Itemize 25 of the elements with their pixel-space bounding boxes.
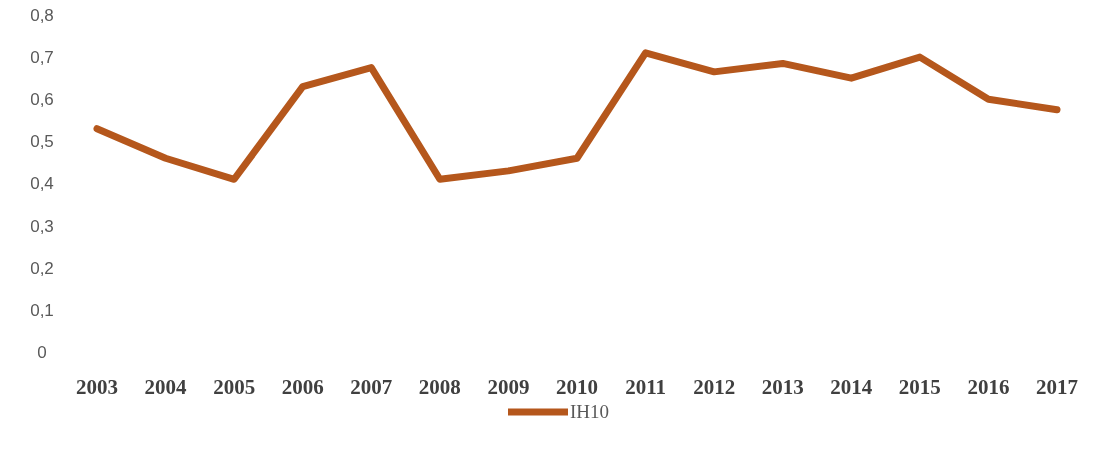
y-tick-label: 0,3	[30, 216, 54, 236]
y-tick-label: 0,6	[30, 90, 54, 110]
x-tick-label: 2007	[350, 375, 393, 399]
x-tick-label: 2006	[281, 375, 324, 399]
x-tick-label: 2008	[418, 375, 461, 399]
x-tick-label: 2003	[76, 375, 118, 399]
y-tick-label: 0,1	[30, 300, 54, 320]
y-tick-label: 0,7	[30, 48, 54, 68]
x-tick-label: 2005	[213, 375, 256, 399]
x-tick-label: 2011	[625, 375, 666, 399]
legend-label: IH10	[570, 401, 610, 422]
x-tick-label: 2009	[487, 375, 530, 399]
x-tick-label: 2004	[144, 375, 188, 399]
y-tick-label: 0,8	[30, 5, 54, 25]
x-tick-label: 2015	[898, 375, 941, 399]
y-tick-label: 0	[37, 342, 47, 362]
x-tick-label: 2016	[967, 375, 1010, 399]
y-tick-label: 0,2	[30, 258, 54, 278]
x-tick-label: 2012	[693, 375, 736, 399]
y-tick-label: 0,5	[30, 132, 54, 152]
x-tick-label: 2013	[761, 375, 804, 399]
y-tick-label: 0,4	[30, 174, 54, 194]
x-tick-label: 2010	[556, 375, 598, 399]
x-tick-label: 2014	[830, 375, 873, 399]
x-tick-label: 2017	[1036, 375, 1078, 399]
